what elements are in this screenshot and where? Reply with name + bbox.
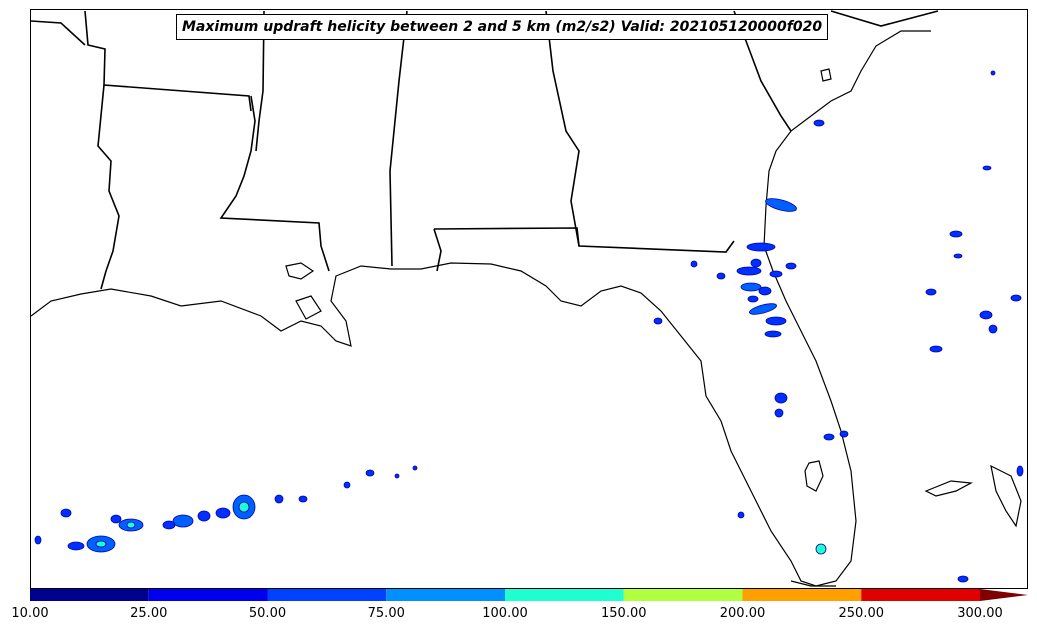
bahamas-1	[924, 480, 974, 497]
cell	[765, 316, 787, 326]
boundary-fl-panhandle	[433, 228, 442, 272]
cell	[839, 430, 849, 438]
cell	[957, 575, 969, 583]
island-2	[820, 68, 832, 82]
boundary-al-ga	[545, 10, 580, 247]
cell	[274, 494, 284, 504]
cell	[979, 310, 993, 320]
keys-fl	[790, 580, 836, 587]
state-boundaries	[31, 10, 939, 290]
cell	[769, 270, 783, 278]
cell	[736, 266, 762, 276]
lake-okeechobee	[804, 460, 824, 492]
cell	[815, 543, 827, 555]
colorbar-tick-label: 100.00	[482, 606, 528, 621]
coastline	[31, 30, 1022, 587]
colorbar-tick-label: 250.00	[838, 606, 885, 621]
cell	[343, 481, 351, 489]
cell	[949, 230, 963, 238]
cell	[1016, 465, 1024, 477]
cell	[774, 408, 784, 418]
cell	[774, 392, 788, 404]
boundary-louisiana	[97, 84, 120, 290]
cell	[110, 514, 122, 524]
cell	[162, 520, 176, 530]
colorbar	[30, 589, 1028, 601]
colorbar-segment	[267, 589, 387, 601]
boundary-mississippi-river	[219, 95, 330, 272]
helicity-cells	[34, 70, 1024, 583]
colorbar-tick-label: 150.00	[601, 606, 647, 621]
cell	[238, 501, 250, 513]
cell	[1010, 294, 1022, 302]
colorbar-tick-label: 200.00	[719, 606, 766, 621]
colorbar-segment	[623, 589, 743, 601]
cell	[765, 198, 797, 212]
cell	[747, 295, 759, 303]
cell	[172, 514, 194, 528]
colorbar-segment	[148, 589, 268, 601]
cell	[740, 282, 762, 292]
cell	[365, 469, 375, 477]
cell	[394, 473, 400, 479]
cell	[746, 242, 776, 252]
delta-1	[295, 295, 322, 320]
boundary-sc-nc	[830, 10, 939, 27]
colorbar-tick-label: 10.00	[11, 606, 49, 621]
cell	[716, 272, 726, 280]
map-svg	[31, 10, 1024, 587]
cell	[823, 433, 835, 441]
cell	[764, 330, 782, 338]
colorbar-segment	[386, 589, 505, 601]
coast-gulf-west	[31, 30, 931, 587]
cell	[813, 119, 825, 127]
boundary-louisiana-west	[31, 20, 86, 46]
cell	[298, 495, 308, 503]
boundary-ms-ar	[84, 10, 252, 112]
cell	[925, 288, 937, 296]
cell	[95, 540, 107, 548]
colorbar-segment	[742, 589, 862, 601]
colorbar-tick-label: 50.00	[248, 606, 287, 621]
cell	[758, 286, 772, 296]
cell	[749, 303, 777, 315]
colorbar-segment	[30, 589, 149, 601]
cell	[953, 253, 963, 259]
boundary-fl-al	[433, 227, 735, 253]
cell	[60, 508, 72, 518]
bahamas-2	[990, 464, 1022, 528]
colorbar-segment	[505, 589, 624, 601]
colorbar-extend-arrow	[980, 589, 1028, 601]
cell	[197, 510, 211, 522]
boundary-al-west	[389, 10, 408, 267]
boundary-ms-al	[255, 10, 265, 152]
cell	[215, 507, 231, 519]
cell	[737, 511, 745, 519]
map-title: Maximum updraft helicity between 2 and 5…	[176, 14, 829, 40]
cell	[982, 165, 992, 171]
cell	[67, 541, 85, 551]
map-frame	[30, 9, 1028, 589]
colorbar-tick-label: 300.00	[957, 606, 1003, 621]
cell	[750, 258, 762, 268]
cell	[412, 465, 418, 471]
colorbar-tick-label: 75.00	[367, 606, 405, 621]
colorbar-tick-label: 25.00	[130, 606, 168, 621]
cell	[785, 262, 797, 270]
cell	[929, 345, 943, 353]
cell	[690, 260, 698, 268]
cell	[990, 70, 996, 76]
island-1	[285, 262, 315, 280]
cell	[126, 521, 136, 529]
cell	[653, 317, 663, 325]
cell	[34, 535, 42, 545]
cell	[988, 324, 998, 334]
colorbar-segment	[861, 589, 980, 601]
